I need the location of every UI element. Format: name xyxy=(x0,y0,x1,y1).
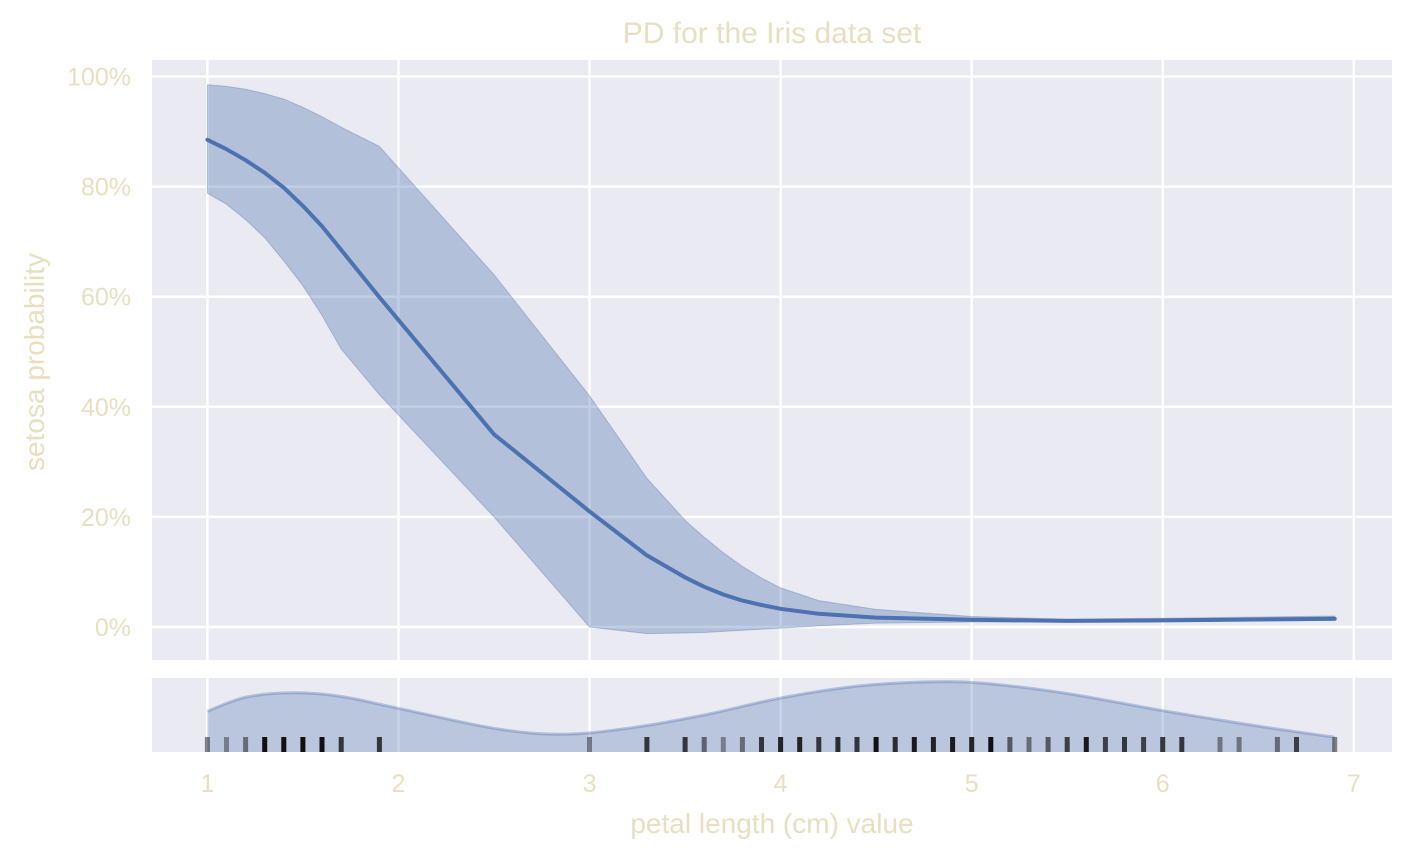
rug-mark xyxy=(281,737,287,752)
y-axis-label: setosa probability xyxy=(19,253,50,471)
x-axis-label: petal length (cm) value xyxy=(630,808,913,839)
rug-mark xyxy=(1141,737,1147,752)
rug-mark xyxy=(701,737,707,752)
rug-mark xyxy=(1236,737,1242,752)
rug-mark xyxy=(224,737,229,752)
y-tick-labels: 0% 20% 40% 60% 80% 100% xyxy=(67,64,131,642)
x-tick-label: 5 xyxy=(965,770,979,798)
rug-mark xyxy=(873,737,879,752)
rug-mark xyxy=(950,737,956,752)
x-tick-label: 2 xyxy=(392,770,406,798)
rug-mark xyxy=(243,737,249,752)
rug-mark xyxy=(587,737,592,752)
rug-mark xyxy=(1102,737,1108,752)
rug-mark xyxy=(1007,737,1013,752)
rug-mark xyxy=(854,737,860,752)
rug-mark xyxy=(1064,737,1070,752)
y-tick-label: 60% xyxy=(81,284,131,312)
rug-mark xyxy=(338,737,344,752)
x-tick-label: 1 xyxy=(200,770,214,798)
density-curve xyxy=(207,681,1335,752)
rug-mark xyxy=(300,737,306,752)
x-tick-labels: 1 2 3 4 5 6 7 xyxy=(200,770,1360,798)
rug-mark xyxy=(1217,737,1223,752)
y-tick-label: 40% xyxy=(81,394,131,422)
rug-mark xyxy=(930,737,936,752)
rug-mark xyxy=(969,737,975,752)
rug-mark xyxy=(1045,737,1051,752)
rug-mark xyxy=(1294,737,1299,752)
x-tick-label: 4 xyxy=(774,770,788,798)
rug-mark xyxy=(759,737,764,752)
x-tick-label: 6 xyxy=(1156,770,1170,798)
chart-title: PD for the Iris data set xyxy=(623,17,922,50)
rug-mark xyxy=(778,737,784,752)
rug-mark xyxy=(682,737,688,752)
rug-mark xyxy=(376,737,382,752)
rug-mark xyxy=(1274,737,1280,752)
rug-mark xyxy=(911,737,917,752)
rug-mark xyxy=(797,737,803,752)
pd-line xyxy=(205,137,1337,623)
rug-mark xyxy=(1083,737,1089,752)
rug-mark xyxy=(720,737,726,752)
rug-mark xyxy=(892,737,898,752)
x-tick-label: 7 xyxy=(1347,770,1361,798)
rug-mark xyxy=(1332,737,1338,752)
rug-mark xyxy=(262,737,268,752)
density-outline xyxy=(206,680,1335,739)
rug-mark xyxy=(816,737,822,752)
rug-mark xyxy=(204,737,210,752)
x-tick-label: 3 xyxy=(583,770,597,798)
rug-marks xyxy=(204,737,1338,752)
main-plot-panel xyxy=(152,60,1392,660)
rug-mark xyxy=(319,737,325,752)
rug-mark xyxy=(1026,737,1032,752)
rug-mark xyxy=(988,737,994,752)
rug-mark xyxy=(644,737,650,752)
y-tick-label: 80% xyxy=(81,174,131,202)
y-tick-label: 100% xyxy=(67,64,131,92)
y-tick-label: 20% xyxy=(81,504,131,532)
rug-mark xyxy=(835,737,841,752)
rug-mark xyxy=(1179,737,1185,752)
rug-mark xyxy=(1122,737,1127,752)
rug-mark xyxy=(1160,737,1166,752)
distribution-panel xyxy=(152,678,1392,752)
y-tick-label: 0% xyxy=(95,614,131,642)
rug-mark xyxy=(739,737,745,752)
main-gridlines xyxy=(152,60,1392,660)
